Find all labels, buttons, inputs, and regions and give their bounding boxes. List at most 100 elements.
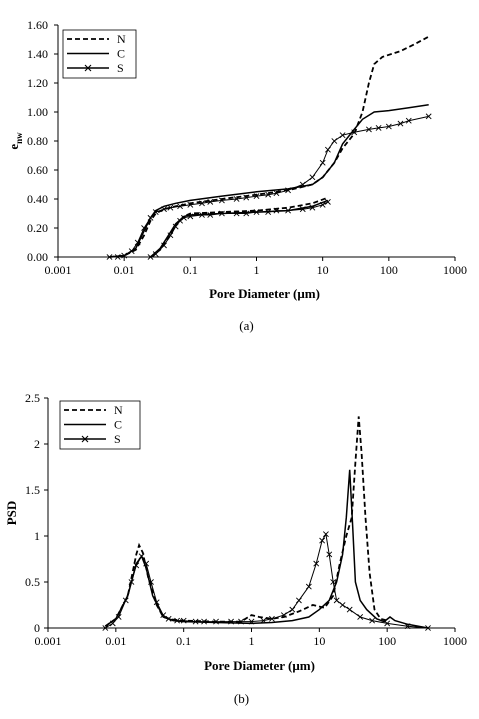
data-point [187,213,194,220]
y-tick-label: 0.60 [27,163,48,177]
data-point [326,551,333,558]
data-point [147,254,154,260]
x-tick-label: 100 [378,634,396,648]
legend-label: S [114,432,121,446]
data-point [369,617,376,624]
x-tick-label: 0.001 [45,263,72,277]
series-line [109,104,429,258]
figure-caption: (b) [234,691,249,706]
data-point [319,537,326,544]
series-line [109,115,429,258]
x-tick-label: 0.1 [183,263,198,277]
data-point [152,209,159,215]
data-point [180,617,187,624]
y-tick-label: 0.00 [27,250,48,264]
data-point [375,125,382,131]
data-point [280,612,287,619]
data-point [260,617,267,624]
data-point [161,242,167,249]
data-point [330,579,337,585]
data-point [115,614,122,620]
data-point [207,198,214,205]
y-tick-label: 2.5 [25,391,40,405]
series-N [109,35,430,258]
x-tick-label: 10 [313,634,325,648]
series-S [102,531,431,631]
data-point [228,618,234,625]
series-C [104,469,429,629]
data-point [295,597,302,604]
data-point [233,210,240,217]
y-tick-label: 2 [34,437,40,451]
data-point [319,159,326,166]
data-point [243,210,250,217]
y-tick-label: 1.60 [27,18,48,32]
data-point [331,138,338,144]
data-point [357,614,364,620]
data-point [265,191,272,198]
data-point [404,623,411,630]
data-point [324,198,331,205]
data-point [305,583,312,590]
data-point [138,553,145,560]
x-tick-label: 1 [254,263,260,277]
legend-label: S [117,61,124,75]
legend-marker [81,435,89,443]
data-point [385,123,392,130]
data-point [161,206,167,213]
data-point [269,615,275,622]
data-point [265,209,272,215]
data-point [201,618,208,625]
data-point [319,201,326,208]
x-tick-label: 0.01 [105,634,126,648]
y-tick-label: 1.40 [27,47,48,61]
data-point [218,210,225,217]
data-point [309,174,316,181]
series-line [104,416,388,627]
data-point [192,618,199,625]
data-point [133,562,140,569]
series-line [104,469,429,629]
legend-label: N [117,32,126,46]
data-point [102,625,109,631]
data-point [174,617,181,624]
x-tick-label: 0.1 [176,634,191,648]
y-axis-label: enw [6,132,24,150]
data-point [333,597,340,604]
data-point [199,212,205,218]
data-point [365,126,372,133]
data-point [167,232,174,239]
y-axis-label-subscript: nw [14,132,24,144]
data-point [181,214,187,221]
data-point [238,618,244,625]
series-line [149,199,329,258]
data-point [405,117,412,124]
y-tick-label: 1.20 [27,76,48,90]
data-point [213,618,219,625]
data-point [324,146,331,153]
data-point [172,223,179,230]
data-point [165,615,172,622]
data-point [351,129,358,136]
y-tick-label: 1.00 [27,105,48,119]
x-tick-label: 100 [380,263,398,277]
legend-label: N [114,403,123,417]
series-S [106,113,432,260]
data-point [299,206,306,213]
y-tick-label: 0.40 [27,192,48,206]
data-point [248,618,255,625]
data-point [106,254,113,260]
data-point [397,120,404,127]
x-tick-label: 10 [317,263,329,277]
data-point [253,193,260,200]
data-point [121,252,128,259]
data-point [177,203,184,210]
legend-label: C [117,47,125,61]
data-point [141,225,148,231]
data-point [339,602,346,608]
y-tick-label: 1.5 [25,483,40,497]
data-point [199,200,205,207]
data-point [109,620,116,627]
y-axis-label: PSD [4,501,19,526]
data-point [273,190,280,197]
